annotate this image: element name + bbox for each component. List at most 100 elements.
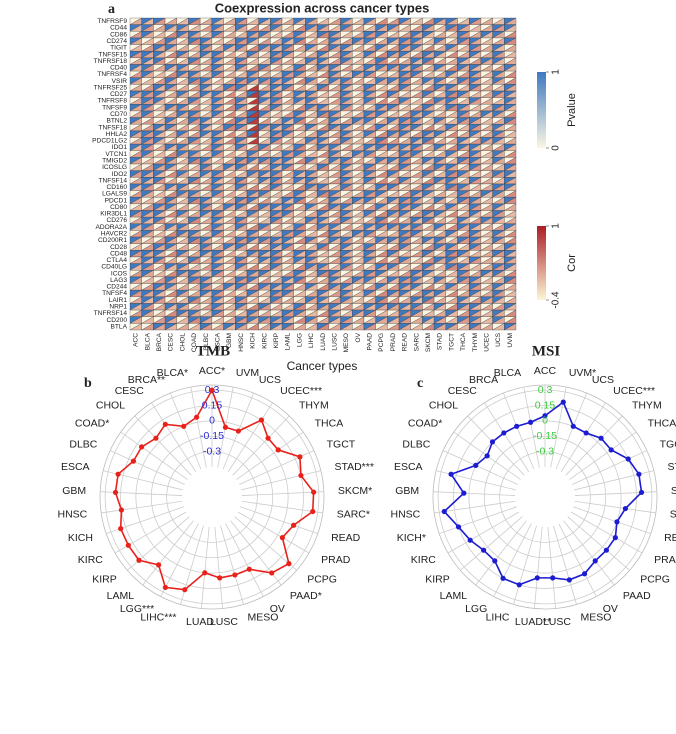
- category-label: OV: [603, 603, 618, 615]
- radar-point: [581, 571, 588, 577]
- spoke: [240, 506, 318, 535]
- radar-point: [156, 562, 162, 568]
- x-tick-label: LIHC: [308, 333, 315, 348]
- category-label: LUSC: [210, 616, 238, 628]
- chart-title: Coexpression across cancer types: [215, 0, 430, 15]
- category-label: BLCA: [494, 367, 521, 379]
- spoke: [232, 415, 290, 476]
- category-label: MESO: [247, 612, 278, 624]
- row-label: CD28: [110, 244, 127, 251]
- row-label: CD40: [110, 65, 127, 72]
- row-label: KIR3DL1: [100, 211, 127, 218]
- radar-point: [501, 430, 507, 436]
- chart-title: TMB: [196, 343, 230, 359]
- category-label: CESC: [115, 385, 145, 397]
- category-label: BRCA**: [128, 374, 165, 386]
- x-tick-label: LUSC: [331, 333, 338, 351]
- spoke: [560, 402, 606, 472]
- y-tick-label: 0: [209, 415, 215, 427]
- spoke: [553, 525, 577, 605]
- x-tick-label: KIRC: [261, 333, 268, 349]
- row-label: CD27: [110, 91, 127, 98]
- radar-point: [592, 558, 598, 564]
- x-tick-label: UCS: [495, 332, 502, 347]
- radar-point: [269, 570, 275, 576]
- radar-point: [181, 423, 187, 429]
- x-tick-label: UCEC: [484, 333, 491, 352]
- spoke: [237, 511, 310, 554]
- row-label: CD80: [110, 204, 127, 211]
- spoke: [475, 520, 527, 586]
- spoke: [160, 523, 199, 597]
- category-label: KICH*: [397, 532, 426, 544]
- cor-cell: [503, 323, 517, 331]
- row-label: CD244: [106, 284, 127, 291]
- radar-point: [550, 575, 556, 581]
- radar-point: [265, 435, 271, 441]
- row-label: CD200: [106, 317, 127, 324]
- category-label: PAAD*: [290, 590, 322, 602]
- radar-point: [209, 387, 215, 393]
- radar-point: [297, 454, 303, 460]
- spoke: [567, 516, 630, 571]
- y-tick-label: -0.3: [203, 445, 221, 457]
- row-label: VSIR: [112, 78, 128, 85]
- category-label: UCEC***: [280, 385, 322, 397]
- row-label: LGALS9: [102, 191, 127, 198]
- category-label: UCS: [259, 374, 281, 386]
- category-label: READ: [664, 532, 676, 544]
- row-label: TNFRSF25: [94, 84, 128, 91]
- x-tick-label: BLCA: [144, 332, 151, 350]
- y-tick-label: 0.3: [538, 384, 553, 396]
- category-label: THYM: [632, 400, 662, 412]
- radar-point: [489, 439, 496, 445]
- spoke: [227, 402, 273, 472]
- category-label: KICH: [68, 532, 93, 544]
- spoke: [103, 470, 183, 491]
- x-tick-label: KICH: [250, 333, 257, 349]
- y-tick-label: 0.3: [205, 384, 220, 396]
- radar-point: [614, 519, 620, 525]
- radar-point: [473, 462, 479, 468]
- radar-point: [534, 575, 540, 581]
- radar-point: [118, 526, 124, 532]
- radar-point: [625, 456, 631, 462]
- row-label: CD44: [110, 25, 127, 32]
- row-label: CD86: [110, 31, 127, 38]
- x-tick-label: TGCT: [448, 333, 455, 351]
- y-tick-label: 0: [542, 415, 548, 427]
- category-label: THCA: [315, 418, 344, 430]
- row-label: TNFRSF4: [97, 71, 127, 78]
- x-tick-label: GBM: [226, 333, 233, 348]
- y-tick-label: -0.3: [536, 445, 554, 457]
- spoke: [574, 470, 654, 491]
- spoke: [230, 520, 282, 586]
- category-label: DLBC: [69, 438, 97, 450]
- x-tick-label: THYM: [472, 333, 479, 352]
- x-tick-label: STAD: [437, 333, 444, 350]
- radar-point: [202, 570, 208, 576]
- radar-point: [448, 471, 454, 477]
- radar-point: [118, 507, 125, 513]
- spoke: [547, 526, 557, 609]
- row-label: TNFSF9: [102, 104, 127, 111]
- spoke: [493, 523, 532, 597]
- radar-point: [461, 490, 467, 496]
- radar-point: [112, 489, 119, 496]
- spoke: [142, 520, 194, 586]
- category-label: KIRP: [92, 573, 117, 585]
- category-label: COAD*: [75, 418, 109, 430]
- radar-point: [480, 547, 487, 553]
- category-label: HNSC: [391, 509, 421, 521]
- spoke: [109, 450, 185, 485]
- x-tick-label: UVM: [507, 333, 514, 348]
- spoke: [170, 392, 202, 470]
- x-tick-label: KIRP: [273, 332, 280, 348]
- spoke: [200, 526, 210, 609]
- spoke: [439, 506, 517, 535]
- x-tick-label: COAD: [191, 333, 198, 352]
- category-label: ACC: [534, 365, 557, 377]
- radar-point: [153, 435, 159, 441]
- spoke: [574, 491, 657, 496]
